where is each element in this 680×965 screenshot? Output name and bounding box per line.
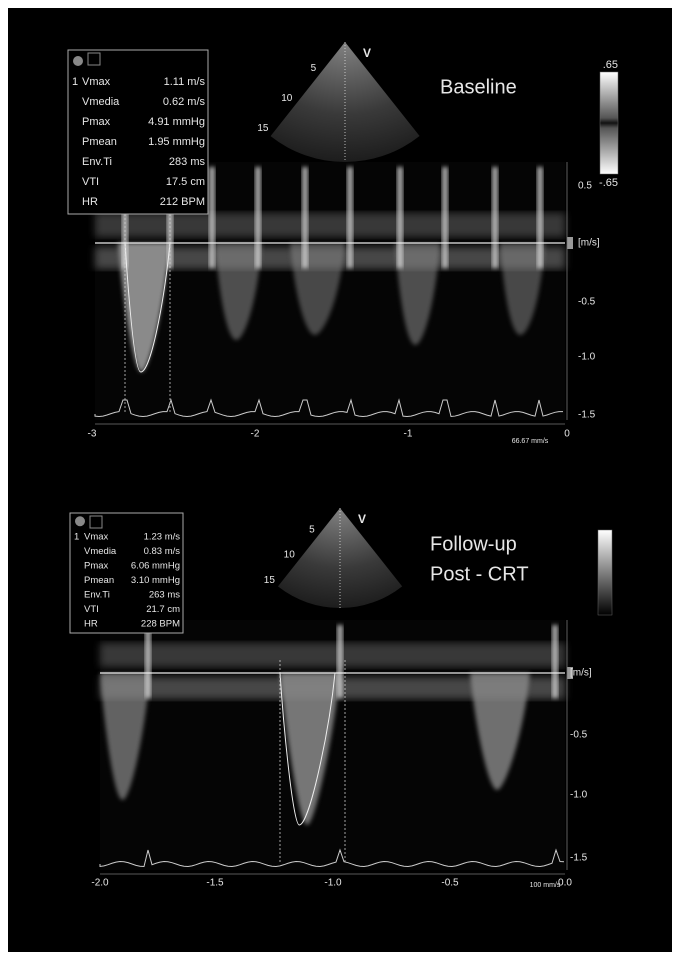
measurement-value: 6.06 mmHg [131, 560, 180, 571]
measurement-name: VTI [82, 176, 99, 188]
measurement-value: 0.62 m/s [163, 96, 206, 108]
valve-click [255, 167, 261, 268]
box-icon [73, 56, 83, 66]
valve-click [397, 167, 403, 268]
gray-bar [600, 72, 618, 174]
measurement-box [68, 50, 208, 214]
velocity-label: -1.5 [570, 853, 588, 864]
probe-marker: V [363, 46, 371, 60]
probe-marker: V [358, 512, 366, 526]
panel-label: Baseline [440, 76, 517, 98]
measurement-value: 4.91 mmHg [148, 116, 205, 128]
measurement-name: Vmax [84, 531, 109, 542]
sector-depth: 10 [284, 550, 296, 561]
sector-depth: 10 [281, 93, 293, 104]
measurement-name: Pmean [82, 136, 117, 148]
velocity-label: [m/s] [578, 238, 600, 249]
sector-depth: 15 [264, 575, 276, 586]
time-label: -1.0 [324, 878, 342, 889]
measurement-name: Env.Ti [82, 156, 112, 168]
measurement-name: Vmedia [82, 96, 120, 108]
measurement-index: 1 [74, 531, 79, 542]
valve-click [337, 625, 343, 698]
sector-depth: 15 [257, 123, 269, 134]
valve-click [492, 167, 498, 268]
velocity-label: -0.5 [570, 730, 588, 741]
sweep-speed: 100 mm/s [530, 882, 561, 889]
time-label: -0.5 [441, 878, 459, 889]
measurement-value: 21.7 cm [146, 604, 180, 615]
time-label: -3 [88, 429, 97, 440]
valve-click [302, 167, 308, 268]
measurement-name: Pmax [82, 116, 111, 128]
measurement-value: 17.5 cm [166, 176, 205, 188]
valve-click [209, 167, 215, 268]
measurement-value: 1.11 m/s [164, 76, 206, 88]
measurement-name: HR [82, 196, 98, 208]
measurement-value: 3.10 mmHg [131, 575, 180, 586]
measurement-value: 0.83 m/s [144, 546, 181, 557]
sector-depth: 5 [309, 525, 315, 536]
time-label: 0 [564, 429, 570, 440]
valve-click [537, 167, 543, 268]
echo-figure: 1 Vmax 1.11 m/s Vmedia 0.62 m/s Pmax 4.91 mmHg… [0, 0, 680, 960]
measurement-name: HR [84, 618, 98, 629]
measurement-value: 283 ms [169, 156, 206, 168]
measurement-value: 1.23 m/s [144, 531, 181, 542]
measurement-value: 212 BPM [160, 196, 205, 208]
gray-bar [598, 530, 612, 615]
measurement-index: 1 [72, 76, 78, 88]
valve-click [145, 625, 151, 698]
panel-label: Follow-up [430, 533, 517, 555]
box-icon [75, 516, 85, 526]
velocity-label: -1.0 [570, 790, 588, 801]
velocity-label: -1.0 [578, 352, 596, 363]
spectrum-noise-band [100, 643, 565, 667]
time-label: -2.0 [91, 878, 109, 889]
velocity-label: -1.5 [578, 410, 596, 421]
measurement-name: Env.Ti [84, 589, 110, 600]
sweep-speed: 66.67 mm/s [512, 438, 549, 445]
valve-click [347, 167, 353, 268]
sector-depth: 5 [311, 63, 317, 74]
valve-click [552, 625, 558, 698]
valve-click [442, 167, 448, 268]
measurement-name: Vmax [82, 76, 111, 88]
baseline-marker [567, 237, 573, 249]
measurement-value: 1.95 mmHg [148, 136, 205, 148]
time-label: -2 [251, 429, 260, 440]
measurement-name: Pmean [84, 575, 114, 586]
measurement-name: Pmax [84, 560, 109, 571]
velocity-label: [m/s] [570, 668, 592, 679]
time-label: -1 [404, 429, 413, 440]
velocity-label: -0.5 [578, 297, 596, 308]
measurement-name: Vmedia [84, 546, 117, 557]
time-label: -1.5 [206, 878, 224, 889]
gray-bar-label: .65 [603, 59, 618, 71]
panel-label: Post - CRT [430, 563, 529, 585]
measurement-name: VTI [84, 604, 99, 615]
measurement-value: 263 ms [149, 589, 180, 600]
gray-bar-label: -.65 [599, 177, 618, 189]
velocity-label: 0.5 [578, 181, 592, 192]
measurement-value: 228 BPM [141, 618, 180, 629]
